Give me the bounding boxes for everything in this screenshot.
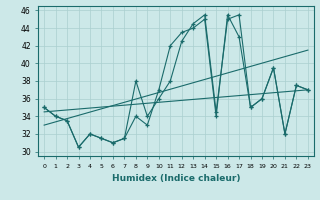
X-axis label: Humidex (Indice chaleur): Humidex (Indice chaleur) [112, 174, 240, 183]
